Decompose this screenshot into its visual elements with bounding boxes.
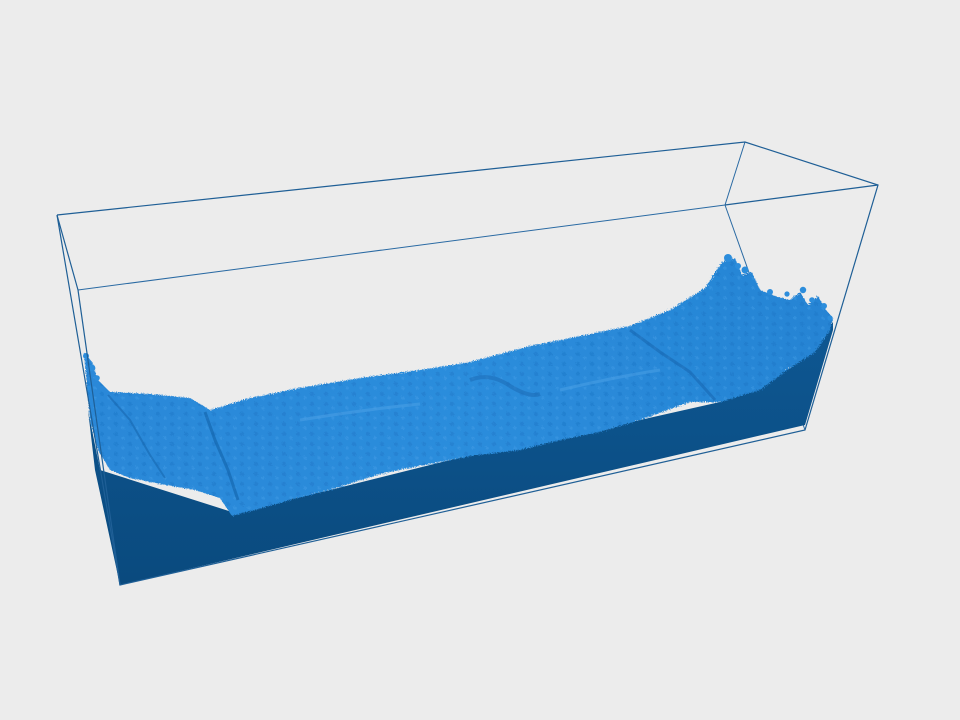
fluid-front-face — [88, 322, 833, 585]
surface-details — [107, 328, 717, 501]
splash-particles-right — [724, 254, 833, 321]
tank-front-edges — [56, 141, 879, 586]
fluid-surface — [84, 258, 833, 516]
